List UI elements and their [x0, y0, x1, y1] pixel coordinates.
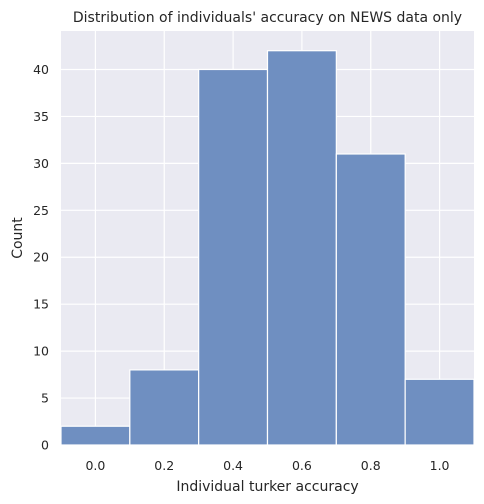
- y-tick-labels: 0 5 10 15 20 25 30 35 40: [33, 62, 49, 453]
- y-tick-label: 10: [33, 344, 49, 359]
- y-tick-label: 15: [33, 297, 49, 312]
- y-tick-label: 35: [33, 109, 49, 124]
- histogram-bar: [404, 378, 475, 446]
- histogram-bar: [129, 369, 200, 446]
- histogram-bar: [266, 50, 337, 446]
- x-tick-label: 0.2: [154, 458, 174, 473]
- x-tick-label: 0.0: [85, 458, 105, 473]
- histogram-bar: [335, 153, 406, 446]
- x-axis-label: Individual turker accuracy: [176, 479, 358, 495]
- x-tick-label: 0.8: [361, 458, 381, 473]
- histogram-bar: [198, 68, 269, 446]
- y-axis-label: Count: [10, 217, 26, 259]
- chart-title: Distribution of individuals' accuracy on…: [73, 10, 462, 26]
- y-tick-label: 20: [33, 250, 49, 265]
- x-tick-label: 0.4: [223, 458, 243, 473]
- bars: [60, 50, 475, 446]
- x-tick-labels: 0.0 0.2 0.4 0.6 0.8 1.0: [85, 458, 449, 473]
- histogram-bar: [60, 425, 131, 446]
- y-tick-label: 25: [33, 203, 49, 218]
- y-tick-label: 30: [33, 156, 49, 171]
- y-tick-label: 40: [33, 62, 49, 77]
- y-tick-label: 5: [41, 391, 49, 406]
- y-tick-label: 0: [41, 438, 49, 453]
- x-tick-label: 1.0: [430, 458, 450, 473]
- x-tick-label: 0.6: [292, 458, 312, 473]
